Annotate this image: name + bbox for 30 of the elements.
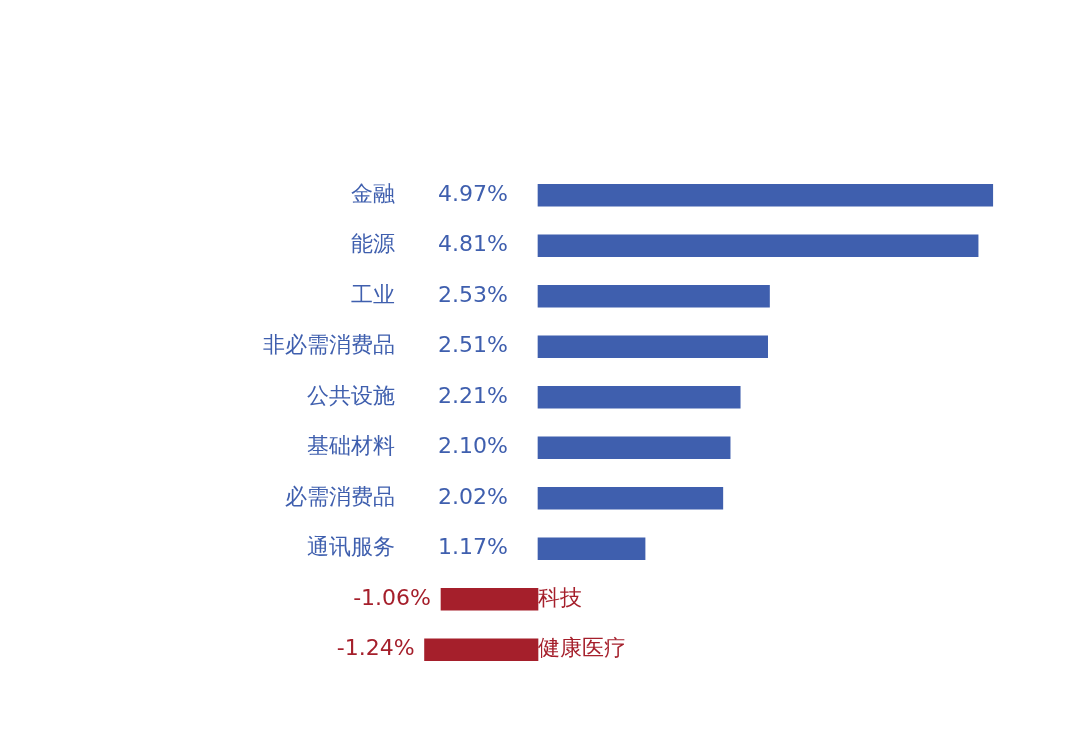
data-label: 2.10% [438,433,508,459]
y-tick-label: 工业 [351,281,395,307]
data-label: -1.24% [336,635,415,661]
bar [537,537,646,561]
bar [537,436,731,460]
y-tick-label: 基础材料 [307,433,395,459]
y-tick-label: 公共设施 [307,382,395,408]
data-label: 2.21% [438,382,508,408]
y-tick-label: 必需消费品 [285,483,395,509]
bar [537,486,724,510]
bar [537,284,770,308]
bar [537,385,741,409]
y-tick-label: 通讯服务 [307,534,395,560]
data-label: 2.02% [438,483,508,509]
data-label: 2.53% [438,281,508,307]
y-tick-label: 能源 [351,231,395,257]
bar [537,183,994,207]
bar [424,638,539,662]
y-tick-label: 健康医疗 [538,635,626,661]
data-label: 2.51% [438,332,508,358]
bar [537,335,768,359]
y-tick-label: 非必需消费品 [263,332,395,358]
data-label: -1.06% [353,584,432,610]
bar [537,234,979,258]
data-label: 4.97% [438,180,508,206]
data-label: 1.17% [438,534,508,560]
data-label: 4.81% [438,231,508,257]
y-tick-label: 金融 [351,180,395,206]
y-tick-label: 科技 [538,584,582,610]
bar [440,587,539,611]
